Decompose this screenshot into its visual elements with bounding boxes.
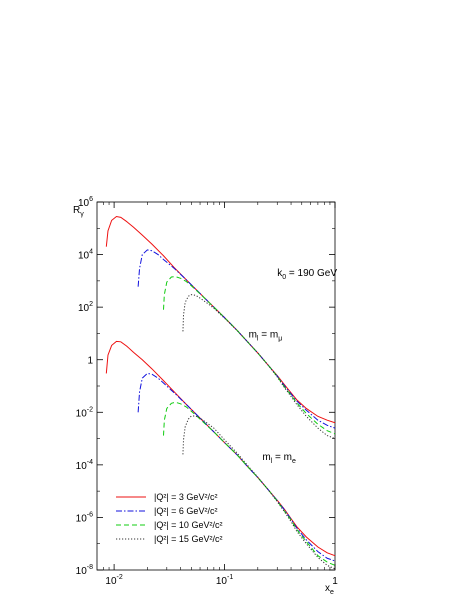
y-tick-label: 106 xyxy=(78,196,93,209)
x-tick-label: 1 xyxy=(332,576,338,587)
minor-ticks xyxy=(97,202,335,570)
annotation-k0: k0 = 190 GeV xyxy=(277,268,337,281)
legend-label-q6: |Q²| = 6 GeV²/c² xyxy=(154,506,217,516)
annotation-lower-mass: ml = me xyxy=(262,452,296,465)
x-tick-label: 10-1 xyxy=(216,574,233,587)
y-tick-label: 10-6 xyxy=(76,511,93,524)
legend-label-q3: |Q²| = 3 GeV²/c² xyxy=(154,492,217,502)
annotations: k0 = 190 GeV ml = mμ ml = me xyxy=(249,268,338,465)
y-axis-label: Rγ xyxy=(73,205,84,218)
series-2-curve-muon xyxy=(163,276,336,435)
y-tick-label: 10-8 xyxy=(76,564,93,577)
series-2-curve-electron xyxy=(163,401,336,566)
y-tick-label: 10-4 xyxy=(76,459,93,472)
series-0-curve-muon xyxy=(105,215,336,424)
major-ticks xyxy=(97,201,336,571)
y-tick-label: 1 xyxy=(87,356,93,367)
series-3-curve-electron xyxy=(182,415,336,570)
tick-labels: 10-2 10-1 1 106 104 102 1 10-2 10-4 10-6 10-8 xyxy=(76,196,339,587)
annotation-upper-mass: ml = mμ xyxy=(249,330,283,343)
series-3-curve-muon xyxy=(182,294,336,440)
legend-label-q10: |Q²| = 10 GeV²/c² xyxy=(154,520,222,530)
y-tick-label: 10-2 xyxy=(76,406,93,419)
y-tick-label: 104 xyxy=(78,249,93,262)
series-layer xyxy=(105,215,336,570)
legend-label-q15: |Q²| = 15 GeV²/c² xyxy=(154,534,222,544)
legend: |Q²| = 3 GeV²/c² |Q²| = 6 GeV²/c² |Q²| =… xyxy=(116,492,222,544)
x-tick-label: 10-2 xyxy=(105,574,122,587)
x-axis-label: xe xyxy=(325,583,334,596)
series-1-curve-electron xyxy=(137,372,336,562)
y-tick-label: 102 xyxy=(78,301,93,314)
